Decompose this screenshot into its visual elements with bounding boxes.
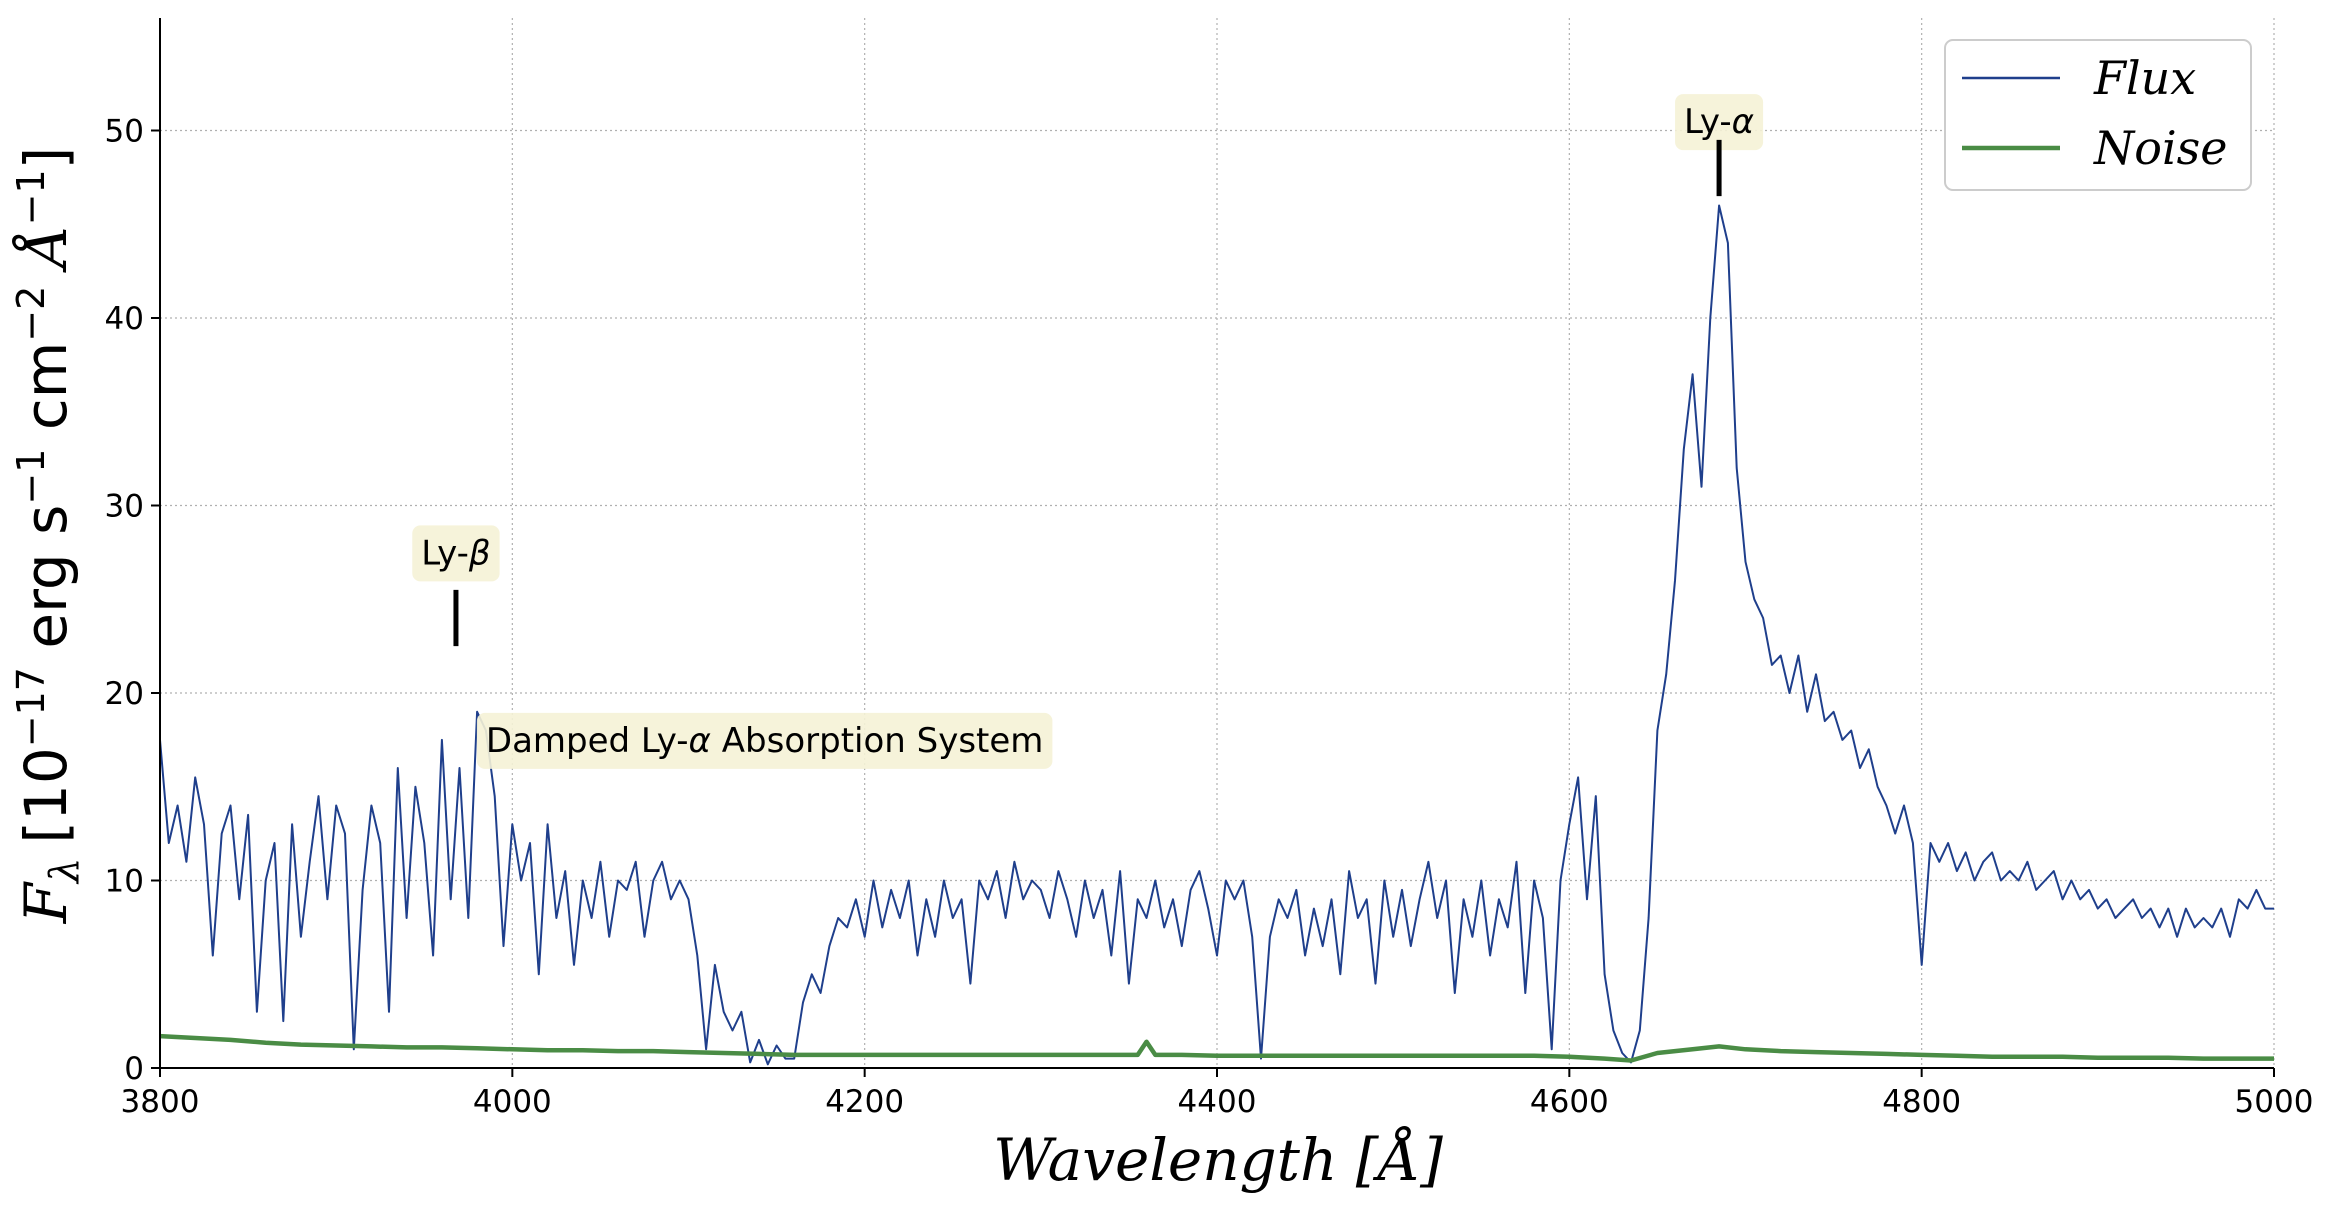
y-tick-label: 0 bbox=[124, 1051, 144, 1087]
annotation-label-greek: α bbox=[1732, 102, 1754, 142]
x-tick-label: 3800 bbox=[121, 1084, 200, 1120]
y-tick-label: 10 bbox=[105, 864, 144, 900]
y-tick-label: 30 bbox=[105, 489, 144, 525]
annotation-box bbox=[1675, 94, 1764, 151]
legend-label-noise: Noise bbox=[2093, 121, 2228, 175]
annotation-label-greek: α bbox=[689, 721, 711, 761]
x-tick-label: 4800 bbox=[1882, 1084, 1961, 1120]
legend-label-flux: Flux bbox=[2093, 51, 2196, 105]
grid bbox=[160, 18, 2275, 1068]
annotation-label-tail: Absorption System bbox=[711, 721, 1043, 761]
x-axis-title: Wavelength [Å] bbox=[993, 1126, 1443, 1194]
x-tick-label: 4200 bbox=[825, 1084, 904, 1120]
x-tick-label: 4400 bbox=[1178, 1084, 1257, 1120]
legend: Flux Noise bbox=[1944, 39, 2252, 191]
y-tick-label: 40 bbox=[105, 301, 144, 337]
annotation-2: Damped Ly-α Absorption System bbox=[476, 712, 1053, 769]
y-tick-label: 20 bbox=[105, 676, 144, 712]
y-tick-label: 50 bbox=[105, 114, 144, 150]
y-axis-title: Fλ[10−17 erg s−1 cm−2 Å−1] bbox=[9, 147, 88, 925]
series-line-noise bbox=[159, 1033, 2274, 1063]
annotation-box bbox=[412, 525, 500, 582]
annotation-0: Ly-β bbox=[412, 525, 500, 647]
annotation-label-greek: β bbox=[468, 533, 491, 573]
x-tick-label: 4000 bbox=[473, 1084, 552, 1120]
annotation-label-main: Damped Ly- bbox=[486, 721, 689, 761]
x-tick-label: 4600 bbox=[1530, 1084, 1609, 1120]
axes bbox=[151, 18, 2275, 1077]
annotation-label: Damped Ly-α Absorption System bbox=[486, 721, 1044, 761]
annotation-label: Ly-α bbox=[1684, 102, 1754, 142]
tick-labels: 3800 4000 4200 4400 4600 4800 5000 0 10 20 30 40 50 bbox=[105, 114, 2314, 1121]
annotation-box bbox=[476, 712, 1053, 769]
annotation-label: Ly-β bbox=[421, 533, 490, 573]
annotation-label-main: Ly- bbox=[421, 533, 469, 573]
series-layer bbox=[159, 204, 2274, 1066]
series-line-flux bbox=[159, 204, 2274, 1066]
annotation-1: Ly-α bbox=[1675, 94, 1764, 197]
annotation-label-main: Ly- bbox=[1684, 102, 1732, 142]
x-tick-label: 5000 bbox=[2235, 1084, 2314, 1120]
